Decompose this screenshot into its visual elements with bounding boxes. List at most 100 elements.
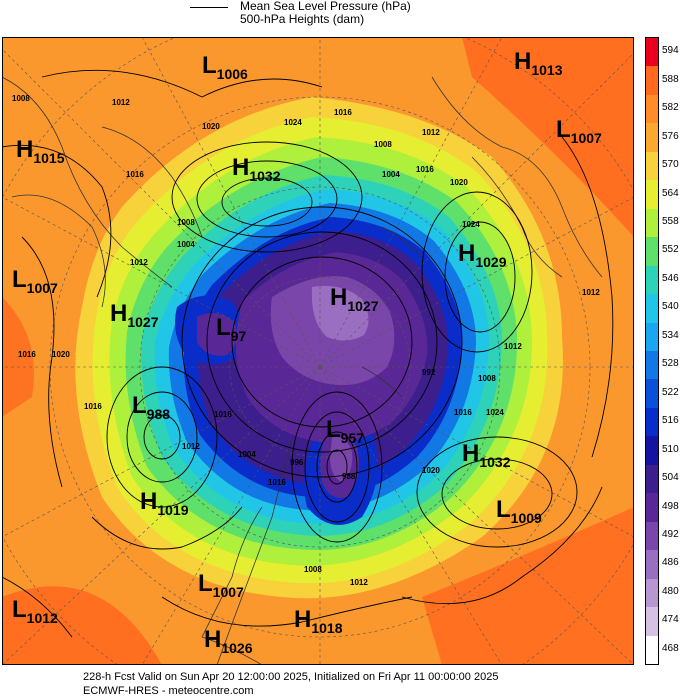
colorbar-level-label: 516 <box>662 415 679 427</box>
colorbar-swatch <box>646 180 658 210</box>
colorbar-swatch <box>646 493 658 523</box>
model-credit-text: ECMWF-HRES - meteocentre.com <box>83 685 254 697</box>
high-marker: H1019 <box>140 488 189 518</box>
low-marker: L1007 <box>198 570 244 600</box>
coastlines <box>2 76 603 665</box>
colorbar-swatch <box>646 436 658 466</box>
isobar-label: 1020 <box>52 350 70 359</box>
high-marker: H1032 <box>462 440 511 470</box>
height-588-sw <box>2 586 162 665</box>
colorbar-level-label: 504 <box>662 472 679 484</box>
isobar-label: 1004 <box>238 450 256 459</box>
high-marker: H1029 <box>458 240 507 270</box>
low-marker: L957 <box>326 416 364 446</box>
colorbar-swatch <box>646 550 658 580</box>
pressure-systems: H1013 L1006 L1007 H1015 H1032 H1029 L100… <box>12 48 602 656</box>
isobar-label: 1012 <box>350 578 368 587</box>
isobar-label: 1016 <box>126 170 144 179</box>
isobars <box>2 69 614 638</box>
isobar-label: 1004 <box>177 240 195 249</box>
isobar-label: 1012 <box>130 258 148 267</box>
colorbar-level-label: 486 <box>662 557 679 569</box>
height-588-ne <box>462 37 634 237</box>
lat-lon-grid <box>2 37 634 665</box>
colorbar-swatch <box>646 607 658 637</box>
isobar-label: 1004 <box>382 170 400 179</box>
isobar-label: 1008 <box>478 374 496 383</box>
isobar-label: 1012 <box>112 98 130 107</box>
colorbar-swatch <box>646 578 658 608</box>
forecast-valid-text: 228-h Fcst Valid on Sun Apr 20 12:00:00 … <box>83 671 499 683</box>
colorbar-swatch <box>646 151 658 181</box>
isobar-label: 1016 <box>84 402 102 411</box>
isobar-labels: 1008 1012 1020 1024 1016 1008 1004 1012 … <box>12 94 600 587</box>
isobar-label: 1020 <box>422 466 440 475</box>
isobar-label: 1012 <box>504 342 522 351</box>
colorbar-swatch <box>646 407 658 437</box>
isobar-label: 1016 <box>416 165 434 174</box>
isobar-label: 996 <box>290 458 304 467</box>
isobar-label: 1008 <box>374 140 392 149</box>
colorbar-swatch <box>646 351 658 380</box>
isobar-label: 1008 <box>12 94 30 103</box>
low-marker: L1007 <box>12 266 58 296</box>
colorbar-level-label: 522 <box>662 386 679 398</box>
colorbar-level-label: 498 <box>662 500 679 512</box>
colorbar-level-label: 492 <box>662 528 679 540</box>
colorbar-level-label: 582 <box>662 102 679 114</box>
colorbar-level-label: 564 <box>662 187 679 199</box>
colorbar-swatch <box>646 635 658 665</box>
isobar-label: 1020 <box>202 122 220 131</box>
colorbar-level-label: 510 <box>662 443 679 455</box>
colorbar-swatch <box>646 237 658 267</box>
map-legend: Mean Sea Level Pressure (hPa) 500-hPa He… <box>190 0 490 34</box>
heights-legend-label: 500-hPa Heights (dam) <box>240 12 365 26</box>
polar-map: 1008 1012 1020 1024 1016 1008 1004 1012 … <box>2 37 634 665</box>
colorbar-swatch <box>646 123 658 153</box>
isobar-label: 1024 <box>462 220 480 229</box>
colorbar-swatch <box>646 94 658 124</box>
isobar-label: 1008 <box>177 218 195 227</box>
colorbar-swatch <box>646 322 658 352</box>
isobar-label: 992 <box>422 368 436 377</box>
colorbar-level-label: 588 <box>662 73 679 85</box>
isobar-label: 1008 <box>304 565 322 574</box>
isobar-label: 1016 <box>214 410 232 419</box>
isobar-label: 988 <box>342 472 356 481</box>
colorbar-swatch <box>646 379 658 409</box>
isobar-label: 1016 <box>268 478 286 487</box>
high-marker: H1026 <box>204 626 253 656</box>
low-marker: L1007 <box>556 116 602 146</box>
colorbar-level-label: 552 <box>662 244 679 256</box>
isobar-label: 1024 <box>486 408 504 417</box>
colorbar-level-label: 558 <box>662 215 679 227</box>
map-canvas: 1008 1012 1020 1024 1016 1008 1004 1012 … <box>2 37 634 665</box>
colorbar-level-label: 546 <box>662 272 679 284</box>
colorbar-level-label: 534 <box>662 329 679 341</box>
low-marker: L1009 <box>496 496 542 526</box>
mslp-legend-label: Mean Sea Level Pressure (hPa) <box>240 0 411 13</box>
mslp-line-swatch <box>190 7 228 8</box>
high-marker: H1018 <box>294 606 343 636</box>
high-marker: H1027 <box>110 300 159 330</box>
colorbar-swatch <box>646 464 658 494</box>
colorbar-swatch <box>646 208 658 238</box>
high-marker: H1032 <box>232 154 281 184</box>
high-marker: H1013 <box>514 48 563 78</box>
low-marker: L988 <box>132 392 170 422</box>
colorbar-level-label: 474 <box>662 614 679 626</box>
colorbar-level-label: 576 <box>662 130 679 142</box>
isobar-label: 1024 <box>284 118 302 127</box>
colorbar-level-label: 594 <box>662 45 679 57</box>
height-588-se <box>422 507 634 665</box>
colorbar-level-label: 570 <box>662 159 679 171</box>
isobar-label: 1020 <box>450 178 468 187</box>
colorbar-level-label: 468 <box>662 642 679 654</box>
low-marker: L1012 <box>12 596 58 626</box>
colorbar-level-label: 528 <box>662 358 679 370</box>
isobar-label: 1012 <box>182 442 200 451</box>
isobar-label: 1012 <box>422 128 440 137</box>
isobar-label: 1016 <box>454 408 472 417</box>
colorbar-swatch <box>646 66 658 96</box>
colorbar-swatch <box>646 294 658 324</box>
